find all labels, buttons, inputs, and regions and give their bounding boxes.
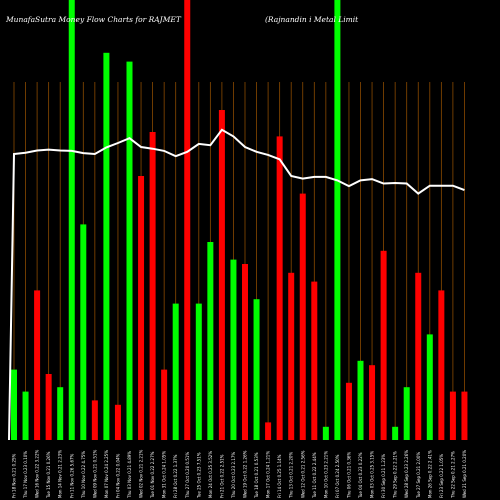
x-tick-label: Fri 04 Nov 0.22 0.04% bbox=[115, 453, 120, 498]
x-tick-label: Thu 29 Sep 0.22 2.21% bbox=[393, 451, 398, 499]
chart-title: MunafaSutra Money Flow Charts for RAJMET bbox=[5, 15, 182, 24]
bars bbox=[11, 0, 468, 441]
bar-down bbox=[276, 136, 283, 440]
x-tick-label: Wed 16 Nov 0.22 3.22% bbox=[35, 449, 40, 498]
bar-down bbox=[114, 404, 121, 440]
x-tick-label: Tue 15 Nov 0.21 0.26% bbox=[46, 451, 51, 499]
x-tick-label: Wed 09 Nov 0.21 0.51% bbox=[92, 449, 97, 498]
x-tick-label: Wed 28 Sep 0.23 2.26% bbox=[404, 450, 409, 498]
x-tick-label: Thu 20 Oct 0.23 2.17% bbox=[231, 452, 236, 499]
x-tick-label: Thu 13 Oct 0.21 2.20% bbox=[289, 452, 294, 499]
bar-down bbox=[380, 250, 387, 440]
bar-up bbox=[403, 387, 410, 440]
bar-up bbox=[172, 303, 179, 440]
bar-down bbox=[91, 400, 98, 440]
bar-down bbox=[288, 272, 295, 440]
x-tick-label: Thu 10 Nov 0.22 4.75% bbox=[81, 451, 86, 499]
bar-up bbox=[253, 299, 260, 440]
x-tick-label: Thu 27 Oct 0.20 0.51% bbox=[185, 452, 190, 499]
money-flow-line bbox=[8, 128, 465, 441]
bar-up bbox=[68, 0, 75, 440]
x-tick-label: Wed 12 Oct 0.21 2.56% bbox=[300, 450, 305, 498]
bar-up bbox=[334, 0, 341, 440]
bar-up bbox=[392, 426, 399, 440]
x-tick-label: Fri 07 Oct 0.24 2.50% bbox=[335, 454, 340, 498]
x-tick-label: Tue 27 Sep 0.21 2.00% bbox=[416, 452, 421, 499]
x-tick-label: Mon 03 Oct 0.25 3.15% bbox=[370, 451, 375, 498]
bar-up bbox=[11, 369, 17, 440]
bar-up bbox=[322, 426, 329, 440]
x-tick-label: Thu 17 Nov 0.23 0.10% bbox=[23, 451, 28, 499]
x-tick-label: Wed 21 Sep 0.21 0.20% bbox=[462, 450, 467, 498]
bar-down bbox=[369, 365, 376, 440]
x-tick-label: Tue 01 Nov 0.22 2.27% bbox=[150, 451, 155, 499]
bar-up bbox=[22, 391, 29, 440]
x-tick-label: Wed 19 Oct 0.22 1.26% bbox=[243, 450, 248, 498]
x-tick-label: Mon 24 Oct 0.25 3.52% bbox=[208, 451, 213, 498]
bar-up bbox=[230, 259, 237, 440]
x-tick-label: Mon 07 Nov 0.24 2.25% bbox=[104, 450, 109, 498]
bar-down bbox=[461, 391, 468, 440]
x-tick-label: Tue 11 Oct 0.22 2.44% bbox=[312, 452, 317, 499]
chart-title-company: (Rajnandin i Metal Limit bbox=[265, 15, 359, 24]
bar-down bbox=[138, 176, 145, 440]
bar-up bbox=[80, 224, 87, 440]
bar-up bbox=[195, 303, 202, 440]
x-tick-label: Thu 03 Nov 0.21 4.89% bbox=[127, 451, 132, 499]
x-tick-label: Mon 31 Oct 0.24 1.05% bbox=[162, 451, 167, 498]
bar-up bbox=[207, 242, 214, 440]
x-tick-label: Fri 30 Sep 0.21 1.23% bbox=[381, 454, 386, 498]
x-tick-label: Wed 02 Nov 0.21 2.21% bbox=[139, 449, 144, 498]
bar-down bbox=[415, 272, 422, 440]
bar-down bbox=[438, 290, 445, 440]
x-tick-label: Mon 17 Oct 0.24 1.21% bbox=[266, 451, 271, 498]
x-tick-label: Fri 11 Nov 0.26 5.67% bbox=[69, 453, 74, 498]
bar-down bbox=[311, 281, 318, 440]
bar-down bbox=[45, 374, 52, 440]
bar-up bbox=[426, 334, 433, 440]
bar-up bbox=[126, 61, 133, 440]
x-tick-label: Thu 06 Oct 0.21 0.36% bbox=[346, 452, 351, 499]
x-tick-label: Fri 28 Oct 0.22 1.37% bbox=[173, 454, 178, 498]
bar-up bbox=[57, 387, 64, 440]
x-tick-label: Tue 04 Oct 0.23 0.22% bbox=[358, 452, 363, 499]
bar-down bbox=[265, 422, 272, 440]
x-tick-label: Fri 18 Nov 0.21 0.25% bbox=[12, 453, 17, 498]
bar-down bbox=[184, 0, 191, 440]
bar-down bbox=[345, 382, 352, 440]
bar-down bbox=[149, 132, 156, 440]
x-tick-label: Tue 18 Oct 0.21 0.53% bbox=[254, 452, 259, 499]
x-tick-label: Tue 25 Oct 0.23 7.51% bbox=[196, 452, 201, 499]
bar-up bbox=[103, 52, 110, 441]
x-tick-label: Fri 23 Sep 0.22 1.05% bbox=[439, 454, 444, 498]
bar-down bbox=[299, 193, 306, 440]
x-tick-label: Fri 14 Oct 0.25 1.14% bbox=[277, 454, 282, 498]
x-tick-label: Fri 21 Oct 0.22 2.51% bbox=[219, 454, 224, 498]
x-tick-label: Mon 26 Sep 0.22 2.41% bbox=[427, 450, 432, 498]
x-tick-label: Mon 14 Nov 0.21 2.23% bbox=[58, 450, 63, 498]
bar-up bbox=[357, 360, 364, 440]
bar-down bbox=[161, 369, 168, 440]
bar-down bbox=[449, 391, 456, 440]
x-tick-labels: Fri 18 Nov 0.21 0.25% Thu 17 Nov 0.23 0.1… bbox=[12, 449, 467, 499]
bar-down bbox=[218, 110, 225, 440]
bar-down bbox=[34, 290, 41, 440]
bar-down bbox=[242, 264, 248, 440]
x-tick-label: Mon 10 Oct 0.23 2.21% bbox=[323, 451, 328, 498]
x-tick-label: Thu 22 Sep 0.21 2.27% bbox=[450, 451, 455, 499]
